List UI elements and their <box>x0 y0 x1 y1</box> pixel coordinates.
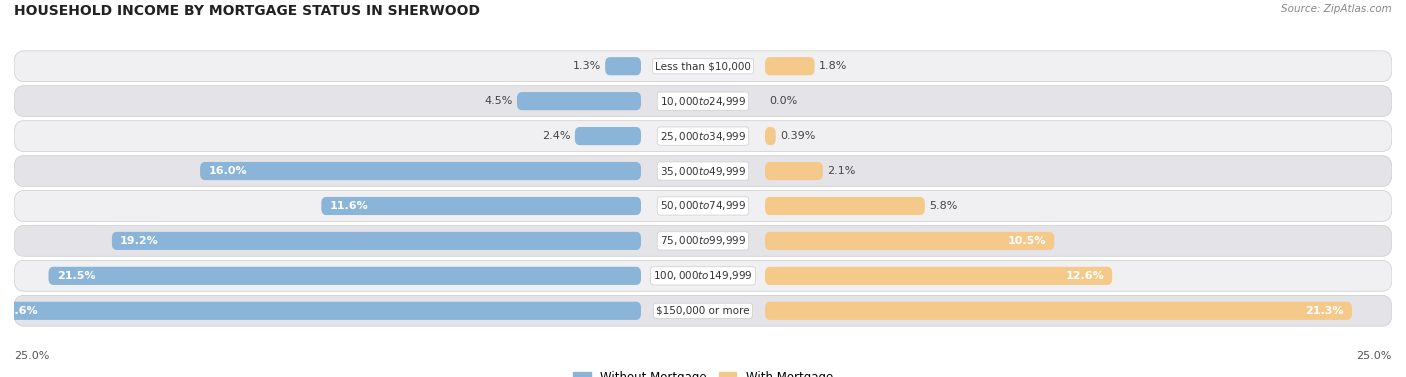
FancyBboxPatch shape <box>14 156 1392 186</box>
Text: 0.0%: 0.0% <box>769 96 797 106</box>
Legend: Without Mortgage, With Mortgage: Without Mortgage, With Mortgage <box>568 366 838 377</box>
FancyBboxPatch shape <box>322 197 641 215</box>
Text: $150,000 or more: $150,000 or more <box>657 306 749 316</box>
Text: Source: ZipAtlas.com: Source: ZipAtlas.com <box>1281 4 1392 14</box>
Text: $10,000 to $24,999: $10,000 to $24,999 <box>659 95 747 108</box>
FancyBboxPatch shape <box>0 302 641 320</box>
FancyBboxPatch shape <box>14 225 1392 256</box>
Text: 16.0%: 16.0% <box>208 166 247 176</box>
FancyBboxPatch shape <box>14 121 1392 152</box>
FancyBboxPatch shape <box>765 302 1353 320</box>
FancyBboxPatch shape <box>517 92 641 110</box>
Text: 1.3%: 1.3% <box>572 61 600 71</box>
FancyBboxPatch shape <box>765 197 925 215</box>
Text: HOUSEHOLD INCOME BY MORTGAGE STATUS IN SHERWOOD: HOUSEHOLD INCOME BY MORTGAGE STATUS IN S… <box>14 4 479 18</box>
Text: 1.8%: 1.8% <box>818 61 848 71</box>
Text: Less than $10,000: Less than $10,000 <box>655 61 751 71</box>
FancyBboxPatch shape <box>765 127 776 145</box>
FancyBboxPatch shape <box>14 86 1392 116</box>
FancyBboxPatch shape <box>765 162 823 180</box>
Text: $50,000 to $74,999: $50,000 to $74,999 <box>659 199 747 213</box>
FancyBboxPatch shape <box>112 232 641 250</box>
Text: 0.39%: 0.39% <box>780 131 815 141</box>
Text: 21.3%: 21.3% <box>1305 306 1344 316</box>
FancyBboxPatch shape <box>14 51 1392 81</box>
Text: 2.1%: 2.1% <box>827 166 855 176</box>
FancyBboxPatch shape <box>765 267 1112 285</box>
Text: $25,000 to $34,999: $25,000 to $34,999 <box>659 130 747 143</box>
Text: 23.6%: 23.6% <box>0 306 38 316</box>
FancyBboxPatch shape <box>14 261 1392 291</box>
Text: $35,000 to $49,999: $35,000 to $49,999 <box>659 164 747 178</box>
FancyBboxPatch shape <box>605 57 641 75</box>
Text: 25.0%: 25.0% <box>14 351 49 361</box>
FancyBboxPatch shape <box>200 162 641 180</box>
Text: 4.5%: 4.5% <box>485 96 513 106</box>
Text: 11.6%: 11.6% <box>329 201 368 211</box>
Text: 21.5%: 21.5% <box>56 271 96 281</box>
Text: 12.6%: 12.6% <box>1066 271 1104 281</box>
FancyBboxPatch shape <box>14 296 1392 326</box>
Text: 10.5%: 10.5% <box>1008 236 1046 246</box>
Text: 25.0%: 25.0% <box>1357 351 1392 361</box>
FancyBboxPatch shape <box>765 232 1054 250</box>
FancyBboxPatch shape <box>575 127 641 145</box>
Text: 5.8%: 5.8% <box>929 201 957 211</box>
Text: $100,000 to $149,999: $100,000 to $149,999 <box>654 269 752 282</box>
FancyBboxPatch shape <box>14 191 1392 221</box>
Text: $75,000 to $99,999: $75,000 to $99,999 <box>659 234 747 247</box>
FancyBboxPatch shape <box>48 267 641 285</box>
Text: 2.4%: 2.4% <box>543 131 571 141</box>
FancyBboxPatch shape <box>765 57 814 75</box>
Text: 19.2%: 19.2% <box>120 236 159 246</box>
